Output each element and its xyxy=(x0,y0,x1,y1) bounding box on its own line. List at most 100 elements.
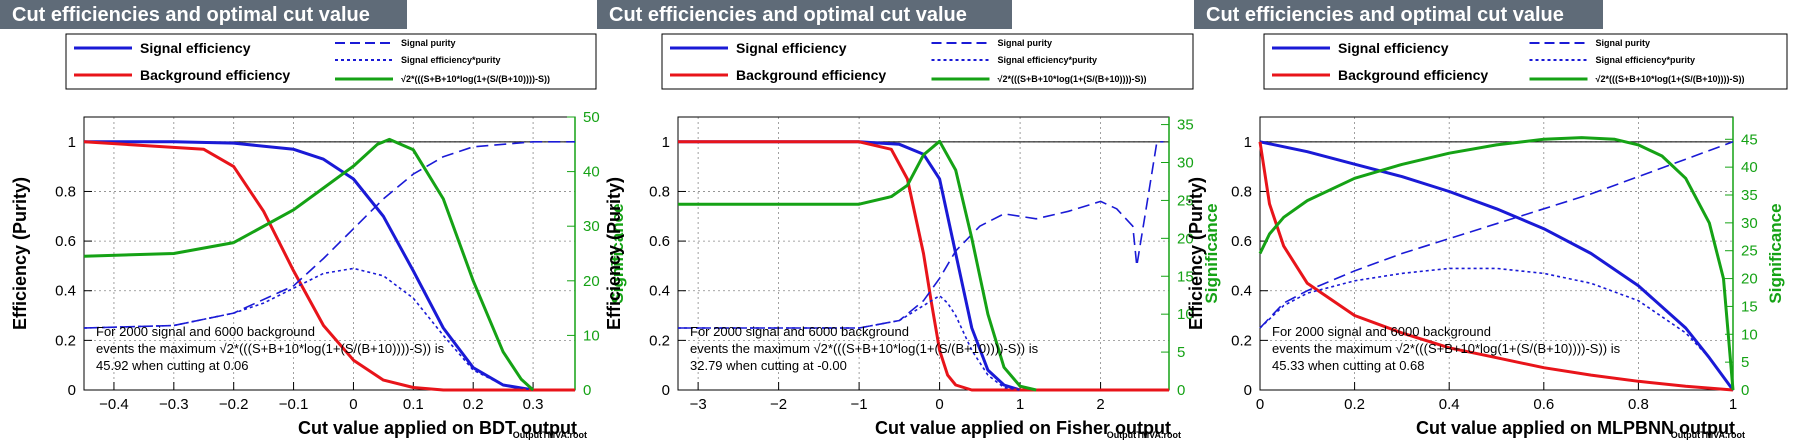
series-line-5 xyxy=(83,137,535,392)
series-line-2 xyxy=(1258,141,1734,392)
legend-signal-eff-purity-label: Signal efficiency*purity xyxy=(1596,55,1696,65)
legend-signal-efficiency-label: Signal efficiency xyxy=(1338,40,1449,56)
x-tick-label: −1 xyxy=(851,396,868,413)
title-box xyxy=(597,0,1012,29)
x-tick-label: 1 xyxy=(1729,396,1737,413)
y2-tick-label: 35 xyxy=(1741,187,1758,204)
legend-signal-efficiency-label: Signal efficiency xyxy=(140,40,251,56)
y-tick-label: 0.6 xyxy=(649,233,670,250)
y2-tick-label: 30 xyxy=(583,218,600,235)
annotation-line-1: For 2000 signal and 6000 background xyxy=(1272,324,1491,339)
legend-signal-eff-purity-label: Signal efficiency*purity xyxy=(401,55,501,65)
series-line-2 xyxy=(83,140,575,392)
legend-signal-eff-purity-label: Signal efficiency*purity xyxy=(998,55,1098,65)
y-tick-label: 0.2 xyxy=(649,332,670,349)
series-line-3 xyxy=(678,141,1164,329)
series-line-4 xyxy=(83,267,534,391)
y2-tick-label: 0 xyxy=(1741,382,1749,399)
y-tick-label: 0.8 xyxy=(1231,183,1252,200)
x-tick-label: −0.3 xyxy=(159,396,189,413)
y2-axis-title: Significance xyxy=(608,203,627,303)
legend-significance-label: √2*(((S+B+10*log(1+(S/(B+10))))-S)) xyxy=(1596,74,1745,84)
y2-tick-label: 20 xyxy=(1741,271,1758,288)
annotation-line-3: 45.92 when cutting at 0.06 xyxy=(96,358,249,373)
y2-tick-label: 50 xyxy=(583,109,600,126)
annotation-line-1: For 2000 signal and 6000 background xyxy=(96,324,315,339)
series-line-1 xyxy=(1259,140,1735,391)
y-tick-label: 0 xyxy=(68,382,76,399)
annotation-line-3: 32.79 when cutting at -0.00 xyxy=(690,358,847,373)
y2-tick-label: 45 xyxy=(1741,131,1758,148)
x-tick-label: 0.6 xyxy=(1533,396,1554,413)
x-tick-label: −0.1 xyxy=(279,396,309,413)
y-tick-label: 0 xyxy=(1244,382,1252,399)
panel-2: Cut efficiencies and optimal cut value Si… xyxy=(597,0,1221,440)
x-tick-label: −3 xyxy=(690,396,707,413)
legend-box xyxy=(1263,33,1788,90)
y2-tick-label: 5 xyxy=(1741,354,1749,371)
legend-background-efficiency-label: Background efficiency xyxy=(736,67,886,83)
x-tick-label: 0.2 xyxy=(1344,396,1365,413)
y2-tick-label: 0 xyxy=(1177,382,1185,399)
y2-tick-label: 25 xyxy=(1741,243,1758,260)
x-tick-label: −2 xyxy=(770,396,787,413)
x-axis-title: Cut value applied on MLPBNN output xyxy=(1416,418,1735,438)
y2-tick-label: 0 xyxy=(583,382,591,399)
panel-1: Cut efficiencies and optimal cut value Si… xyxy=(0,0,627,440)
y-tick-label: 0.4 xyxy=(649,283,670,300)
y-tick-label: 0.8 xyxy=(649,183,670,200)
legend-background-efficiency-label: Background efficiency xyxy=(1338,67,1488,83)
x-tick-label: 0 xyxy=(935,396,943,413)
x-tick-label: 0 xyxy=(1256,396,1264,413)
x-tick-label: 0.3 xyxy=(523,396,544,413)
y-tick-label: 0.6 xyxy=(1231,233,1252,250)
annotation-line-2: events the maximum √2*(((S+B+10*log(1+(S… xyxy=(1272,341,1621,356)
y2-tick-label: 15 xyxy=(1177,268,1194,285)
footer-filename: OutputTMVA.root xyxy=(1671,430,1745,440)
y-tick-label: 0.2 xyxy=(55,332,76,349)
y2-tick-label: 20 xyxy=(1177,230,1194,247)
series-line-5 xyxy=(1258,136,1735,391)
title-box xyxy=(1194,0,1603,29)
legend-background-efficiency-label: Background efficiency xyxy=(140,67,290,83)
footer-filename: OutputTMVA.root xyxy=(1107,430,1181,440)
y2-tick-label: 10 xyxy=(1177,306,1194,323)
y-tick-label: 1 xyxy=(68,134,76,151)
x-tick-label: 0.2 xyxy=(463,396,484,413)
y-tick-label: 0.8 xyxy=(55,183,76,200)
legend-box xyxy=(661,33,1194,90)
x-tick-label: −0.4 xyxy=(99,396,129,413)
y-tick-label: 1 xyxy=(1244,134,1252,151)
x-axis-title: Cut value applied on BDT output xyxy=(298,418,577,438)
chart-title: Cut efficiencies and optimal cut value xyxy=(1206,4,1564,26)
y-tick-label: 0.2 xyxy=(1231,332,1252,349)
x-tick-label: 0 xyxy=(349,396,357,413)
annotation-line-2: events the maximum √2*(((S+B+10*log(1+(S… xyxy=(690,341,1039,356)
y2-tick-label: 30 xyxy=(1741,215,1758,232)
x-tick-label: 1 xyxy=(1016,396,1024,413)
annotation-line-1: For 2000 signal and 6000 background xyxy=(690,324,909,339)
legend-signal-purity-label: Signal purity xyxy=(401,38,456,48)
x-tick-label: 0.1 xyxy=(403,396,424,413)
x-tick-label: 0.4 xyxy=(1439,396,1460,413)
y2-axis-title: Significance xyxy=(1202,203,1221,303)
y-axis-title: Efficiency (Purity) xyxy=(10,177,30,330)
y2-tick-label: 15 xyxy=(1741,298,1758,315)
legend-signal-efficiency-label: Signal efficiency xyxy=(736,40,847,56)
annotation-line-2: events the maximum √2*(((S+B+10*log(1+(S… xyxy=(96,341,445,356)
y-tick-label: 1 xyxy=(662,134,670,151)
x-tick-label: 0.8 xyxy=(1628,396,1649,413)
y-tick-label: 0 xyxy=(662,382,670,399)
y2-tick-label: 40 xyxy=(583,164,600,181)
series-line-3 xyxy=(1259,141,1734,329)
legend-significance-label: √2*(((S+B+10*log(1+(S/(B+10))))-S)) xyxy=(998,74,1147,84)
panel-3: Cut efficiencies and optimal cut value Si… xyxy=(1186,0,1788,440)
y-tick-label: 0.4 xyxy=(55,283,76,300)
legend-signal-purity-label: Signal purity xyxy=(1596,38,1651,48)
y2-tick-label: 20 xyxy=(583,273,600,290)
y-axis-title: Efficiency (Purity) xyxy=(1186,177,1206,330)
y2-tick-label: 10 xyxy=(1741,326,1758,343)
y-tick-label: 0.6 xyxy=(55,233,76,250)
chart-title: Cut efficiencies and optimal cut value xyxy=(609,4,967,26)
legend-significance-label: √2*(((S+B+10*log(1+(S/(B+10))))-S)) xyxy=(401,74,550,84)
